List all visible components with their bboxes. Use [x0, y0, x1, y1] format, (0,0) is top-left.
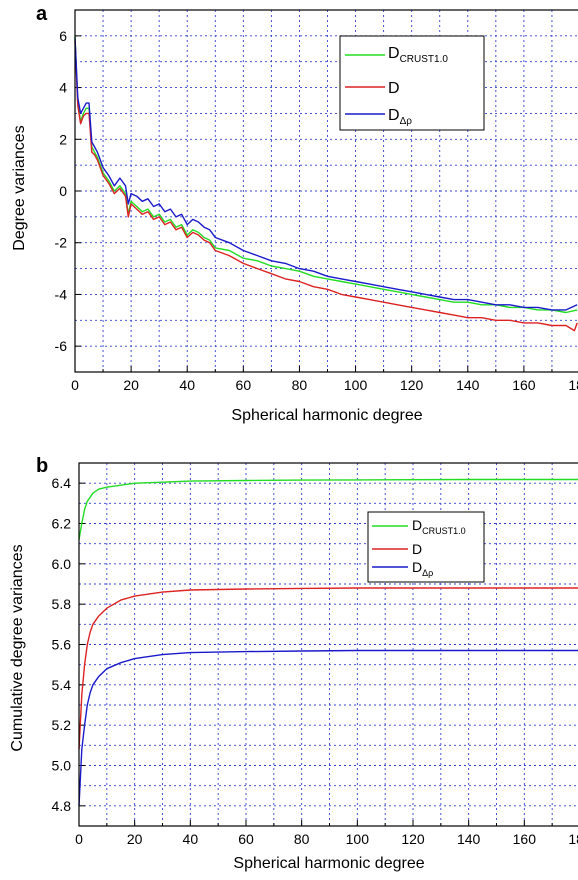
- y-tick-label: 6.2: [52, 516, 72, 532]
- x-tick-label: 0: [71, 377, 79, 393]
- y-tick-label: 2: [59, 131, 67, 147]
- panel-b-frame: [78, 462, 578, 827]
- x-tick-label: 60: [236, 377, 252, 393]
- x-tick-label: 120: [401, 831, 425, 847]
- series-line-1: [78, 587, 578, 750]
- panel-b-ticks: 0 20 40 60 80 100 120 140 160 180 4.8 5.0 5.2 5.4 5.6 5…: [52, 475, 578, 847]
- x-tick-label: 180: [568, 377, 578, 393]
- x-tick-label: 160: [512, 377, 536, 393]
- x-tick-label: 0: [75, 831, 83, 847]
- x-tick-label: 40: [183, 831, 199, 847]
- x-tick-label: 80: [294, 831, 310, 847]
- y-tick-label: 6: [59, 28, 67, 44]
- y-tick-label: 0: [59, 183, 67, 199]
- x-tick-label: 20: [127, 831, 143, 847]
- legend-b-label-crust: DCRUST1.0: [412, 517, 466, 536]
- legend-b-label-drho: DΔρ: [412, 559, 433, 578]
- panel-a-grid: [75, 10, 578, 372]
- y-tick-label: 5.8: [52, 596, 72, 612]
- x-tick-label: 20: [123, 377, 139, 393]
- legend-b-label-d: D: [412, 541, 422, 557]
- series-line-0: [74, 35, 578, 314]
- x-tick-label: 100: [346, 831, 370, 847]
- panel-b-y-axis-title: Cumulative degree variances: [9, 544, 26, 751]
- panel-b-grid: [79, 463, 578, 826]
- y-tick-label: 5.4: [52, 677, 72, 693]
- panel-b-letter: b: [36, 455, 48, 477]
- panel-a-chart: a 0 20 40 60 80 100 120 140 160 180 -6 -4 -2 0 2 4 6 Sph…: [11, 3, 578, 424]
- x-tick-label: 120: [400, 377, 424, 393]
- x-tick-label: 160: [513, 831, 537, 847]
- series-line-0: [78, 478, 578, 540]
- series-line-2: [78, 649, 578, 806]
- panel-a-legend-box: [339, 35, 485, 131]
- x-tick-label: 60: [238, 831, 254, 847]
- y-tick-label: -2: [55, 235, 68, 251]
- y-tick-label: 6.4: [52, 475, 72, 491]
- legend-label-crust: DCRUST1.0: [388, 45, 448, 65]
- legend-label-d: D: [388, 80, 400, 97]
- series-line-2: [74, 38, 578, 311]
- panel-a-frame: [74, 9, 578, 373]
- y-tick-label: -6: [55, 338, 68, 354]
- panel-a-y-axis-title: Degree variances: [11, 125, 28, 250]
- panel-a-x-axis-title: Spherical harmonic degree: [231, 407, 422, 424]
- x-tick-label: 40: [179, 377, 195, 393]
- panel-b-chart: b 0 20 40 60 80 100 120 140 160 180 4.8 5.0 5.2 5.4 5.…: [9, 455, 578, 872]
- panel-a-series: [74, 35, 578, 332]
- y-tick-label: 6.0: [52, 556, 72, 572]
- y-tick-label: 5.2: [52, 717, 72, 733]
- y-tick-label: 4.8: [52, 798, 72, 814]
- panel-b-series: [78, 478, 578, 806]
- panel-a-ticks: 0 20 40 60 80 100 120 140 160 180 -6 -4 -2 0 2 4 6: [55, 28, 578, 393]
- panel-a-letter: a: [36, 3, 48, 25]
- x-tick-label: 140: [457, 831, 481, 847]
- panel-b-legend-box: [367, 511, 485, 583]
- x-tick-label: 180: [568, 831, 578, 847]
- y-tick-label: -4: [55, 286, 68, 302]
- x-tick-label: 140: [456, 377, 480, 393]
- x-tick-label: 100: [344, 377, 368, 393]
- x-tick-label: 80: [292, 377, 308, 393]
- panel-b-x-axis-title: Spherical harmonic degree: [233, 855, 424, 872]
- legend-label-drho: DΔρ: [388, 107, 412, 127]
- panel-a-legend: DCRUST1.0 D DΔρ: [339, 35, 485, 131]
- y-tick-label: 4: [59, 80, 67, 96]
- y-tick-label: 5.6: [52, 637, 72, 653]
- series-line-1: [74, 40, 578, 332]
- panel-b-legend: DCRUST1.0 D DΔρ: [367, 511, 485, 583]
- y-tick-label: 5.0: [52, 758, 72, 774]
